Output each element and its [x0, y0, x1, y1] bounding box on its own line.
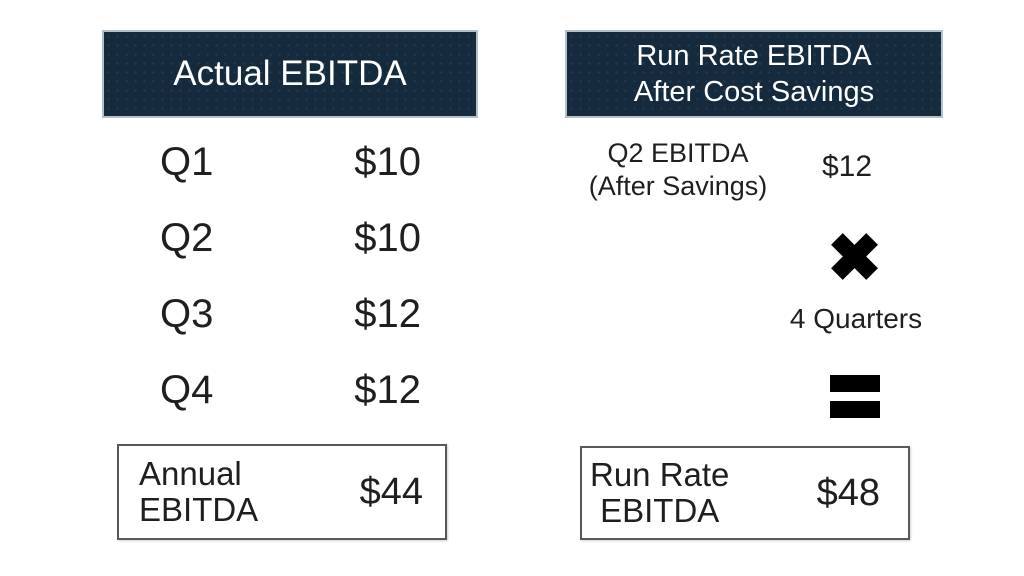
q2-ebitda-value: $12 [822, 150, 873, 183]
annual-ebitda-label-line1: Annual [139, 455, 242, 492]
q2-ebitda-label-line2: (After Savings) [588, 171, 768, 201]
quarter-label: Q1 [160, 139, 214, 184]
q2-ebitda-after-savings-label: Q2 EBITDA (After Savings) [563, 137, 793, 203]
quarter-value: $12 [354, 367, 421, 412]
equals-bar-top [830, 375, 880, 392]
quarterly-ebitda-list: Q1 $10 Q2 $10 Q3 $12 Q4 $12 [117, 124, 447, 428]
equals-bar-bottom [830, 401, 880, 418]
run-rate-header-line1: Run Rate EBITDA [636, 40, 872, 72]
run-rate-ebitda-label-line2: EBITDA [600, 492, 720, 529]
actual-ebitda-header: Actual EBITDA [102, 30, 478, 118]
list-item: Q1 $10 [117, 124, 447, 200]
run-rate-ebitda-label: Run Rate EBITDA [590, 457, 729, 529]
list-item: Q2 $10 [117, 200, 447, 276]
run-rate-header-line2: After Cost Savings [633, 76, 875, 108]
equals-icon [830, 375, 880, 418]
quarter-value: $10 [354, 139, 421, 184]
quarter-label: Q4 [160, 367, 214, 412]
run-rate-ebitda-header: Run Rate EBITDA After Cost Savings [565, 30, 943, 118]
quarter-value: $12 [354, 291, 421, 336]
quarter-label: Q2 [160, 215, 214, 260]
q2-ebitda-label-line1: Q2 EBITDA [607, 138, 749, 168]
four-quarters-label: 4 Quarters [789, 303, 923, 334]
actual-ebitda-header-label: Actual EBITDA [173, 54, 407, 93]
multiply-icon [827, 229, 882, 284]
annual-ebitda-label-line2: EBITDA [139, 491, 259, 528]
annual-ebitda-box: Annual EBITDA $44 [117, 444, 447, 540]
quarter-label: Q3 [160, 291, 214, 336]
annual-ebitda-label: Annual EBITDA [139, 456, 258, 528]
list-item: Q3 $12 [117, 276, 447, 352]
quarter-value: $10 [354, 215, 421, 260]
run-rate-ebitda-box: Run Rate EBITDA $48 [580, 446, 910, 540]
list-item: Q4 $12 [117, 352, 447, 428]
run-rate-ebitda-label-line1: Run Rate [590, 456, 730, 493]
run-rate-ebitda-value: $48 [816, 471, 880, 514]
annual-ebitda-value: $44 [359, 470, 423, 513]
